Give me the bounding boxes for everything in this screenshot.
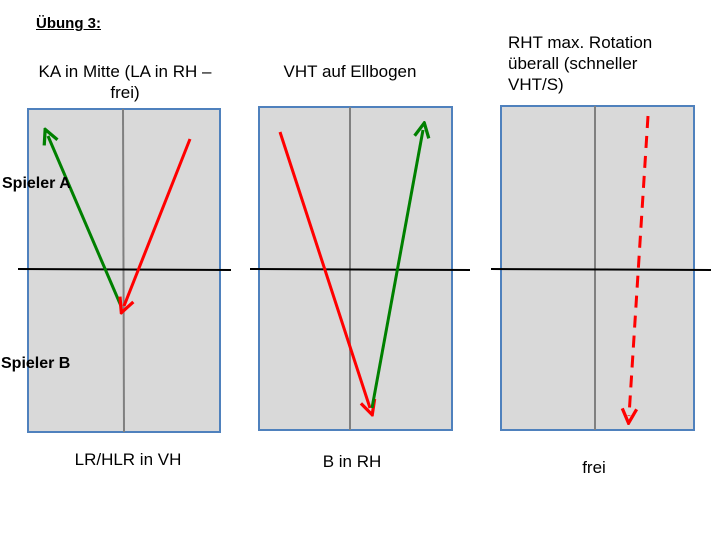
ball-path-green-arrow <box>370 130 423 409</box>
exercise-title: Übung 3: <box>36 15 101 32</box>
table-surface <box>500 105 695 431</box>
net-line <box>249 268 471 271</box>
panel-3-top-caption: RHT max. Rotation überall (schneller VHT… <box>508 33 653 94</box>
panel-2-top-caption: VHT auf Ellbogen <box>283 62 417 81</box>
ball-path-red-arrow <box>278 131 370 408</box>
ball-path-red-arrow <box>124 138 192 306</box>
ball-path-red-dashed-arrow <box>629 115 650 416</box>
panel-1-bottom-caption: LR/HLR in VH <box>74 450 182 469</box>
panel-1-top-caption: KA in Mitte (LA in RH – frei) <box>38 62 212 102</box>
player-a-label: Spieler A <box>2 175 71 192</box>
panel-2-bottom-caption: B in RH <box>322 452 382 471</box>
ball-path-green-arrow <box>48 136 123 307</box>
net-line <box>17 268 232 271</box>
table-panel-1 <box>17 108 232 433</box>
net-line <box>490 268 712 271</box>
table-panel-3 <box>490 105 712 431</box>
center-line <box>122 108 125 433</box>
panel-3-bottom-caption: frei <box>582 458 606 477</box>
player-b-label: Spieler B <box>1 355 71 372</box>
table-panel-2 <box>249 106 471 431</box>
